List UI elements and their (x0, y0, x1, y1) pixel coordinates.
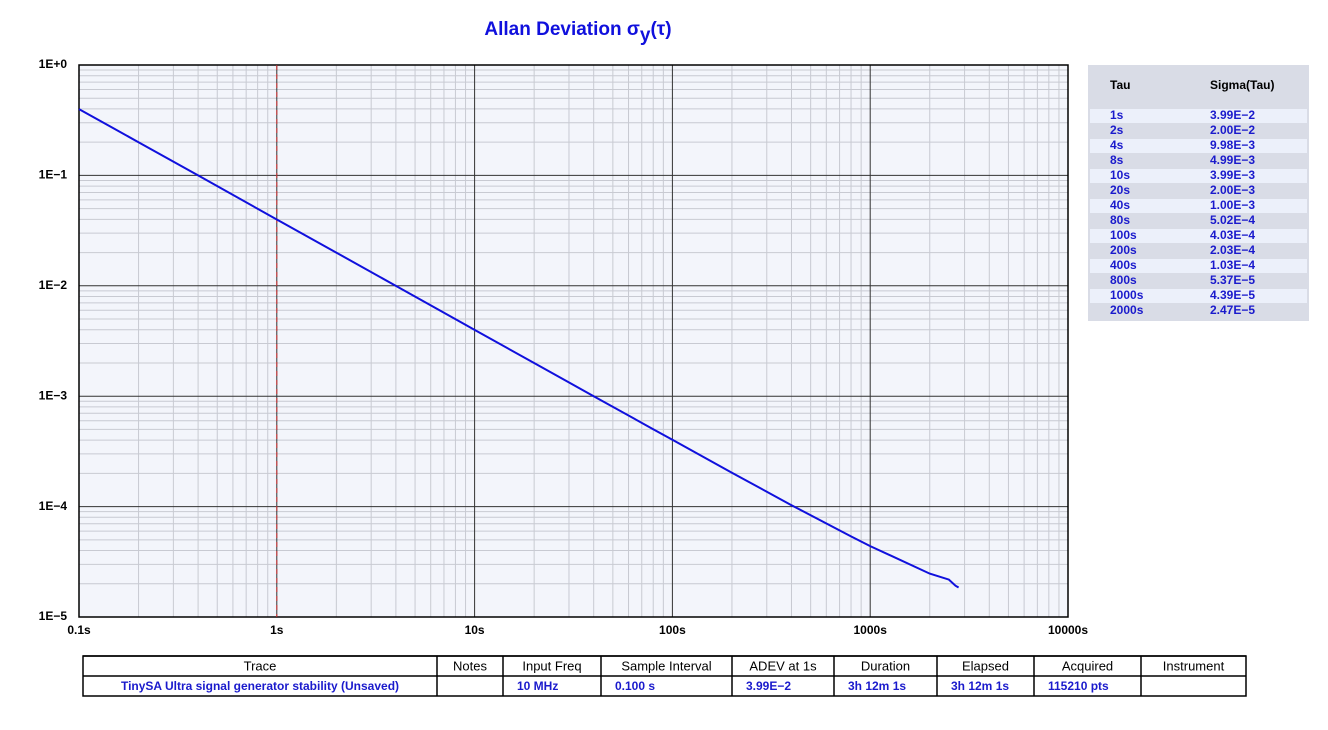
plot-frame (78, 64, 1069, 618)
y-tick-label: 1E−2 (39, 278, 68, 292)
x-tick-label: 10000s (1048, 623, 1088, 637)
y-tick-label: 1E−3 (39, 388, 68, 402)
tau-row-bg (1090, 139, 1307, 153)
tau-cell: 5.37E−5 (1210, 273, 1255, 287)
tau-header: Sigma(Tau) (1210, 78, 1274, 92)
title-subscript: y (640, 25, 651, 46)
y-tick-label: 1E−1 (39, 168, 68, 182)
title-end: (τ) (650, 19, 671, 40)
trace-cell: 10 MHz (517, 679, 558, 693)
tau-row-bg (1090, 199, 1307, 213)
tau-row-bg (1090, 259, 1307, 273)
tau-row-bg (1090, 244, 1307, 258)
tau-cell: 4.39E−5 (1210, 288, 1255, 302)
trace-header: Elapsed (962, 658, 1009, 673)
tau-cell: 2.03E−4 (1210, 243, 1255, 257)
chart-title: Allan Deviation σy(τ) (484, 19, 671, 46)
tau-cell: 4.03E−4 (1210, 228, 1255, 242)
tau-cell: 2s (1110, 123, 1124, 137)
tau-row-bg (1090, 169, 1307, 183)
y-tick-label: 1E+0 (39, 57, 68, 71)
title-main: Allan Deviation σ (484, 19, 640, 40)
tau-cell: 1.00E−3 (1210, 198, 1255, 212)
tau-row-bg (1090, 109, 1307, 123)
tau-cell: 100s (1110, 228, 1137, 242)
tau-cell: 1s (1110, 108, 1124, 122)
tau-row-bg (1090, 229, 1307, 243)
trace-header: Notes (453, 658, 487, 673)
trace-cell: TinySA Ultra signal generator stability … (121, 679, 399, 693)
trace-header: Acquired (1062, 658, 1113, 673)
tau-cell: 2000s (1110, 303, 1144, 317)
trace-cell: 3h 12m 1s (951, 679, 1009, 693)
x-tick-label: 0.1s (67, 623, 91, 637)
tau-cell: 2.00E−2 (1210, 123, 1255, 137)
tau-cell: 5.02E−4 (1210, 213, 1255, 227)
tau-cell: 20s (1110, 183, 1130, 197)
tau-row-bg (1090, 289, 1307, 303)
trace-header: Trace (244, 658, 277, 673)
tau-cell: 10s (1110, 168, 1130, 182)
x-tick-label: 1s (270, 623, 284, 637)
tau-cell: 1.03E−4 (1210, 258, 1255, 272)
tau-cell: 3.99E−2 (1210, 108, 1255, 122)
trace-header: Instrument (1163, 658, 1225, 673)
tau-row-bg (1090, 184, 1307, 198)
tau-cell: 3.99E−3 (1210, 168, 1255, 182)
trace-header: Duration (861, 658, 910, 673)
tau-row-bg (1090, 124, 1307, 138)
tau-row-bg (1090, 154, 1307, 168)
tau-row-bg (1090, 214, 1307, 228)
plot-area (79, 65, 1068, 617)
trace-cell: 115210 pts (1048, 679, 1109, 693)
tau-cell: 4s (1110, 138, 1124, 152)
tau-cell: 400s (1110, 258, 1137, 272)
x-tick-label: 1000s (854, 623, 888, 637)
tau-cell: 40s (1110, 198, 1130, 212)
trace-cell: 0.100 s (615, 679, 655, 693)
trace-header: Sample Interval (621, 658, 711, 673)
tau-cell: 8s (1110, 153, 1124, 167)
tau-cell: 800s (1110, 273, 1137, 287)
tau-row-bg (1090, 274, 1307, 288)
y-tick-label: 1E−4 (39, 499, 68, 513)
tau-cell: 2.00E−3 (1210, 183, 1255, 197)
trace-cell: 3.99E−2 (746, 679, 791, 693)
tau-cell: 4.99E−3 (1210, 153, 1255, 167)
y-tick-label: 1E−5 (39, 609, 68, 623)
tau-cell: 9.98E−3 (1210, 138, 1255, 152)
trace-header: Input Freq (522, 658, 581, 673)
tau-cell: 80s (1110, 213, 1130, 227)
trace-cell: 3h 12m 1s (848, 679, 906, 693)
tau-header: Tau (1110, 78, 1130, 92)
x-tick-label: 10s (465, 623, 485, 637)
trace-header: ADEV at 1s (749, 658, 817, 673)
x-tick-label: 100s (659, 623, 686, 637)
tau-cell: 2.47E−5 (1210, 303, 1255, 317)
tau-cell: 200s (1110, 243, 1137, 257)
tau-row-bg (1090, 304, 1307, 318)
data-line (78, 108, 960, 589)
tau-cell: 1000s (1110, 288, 1144, 302)
